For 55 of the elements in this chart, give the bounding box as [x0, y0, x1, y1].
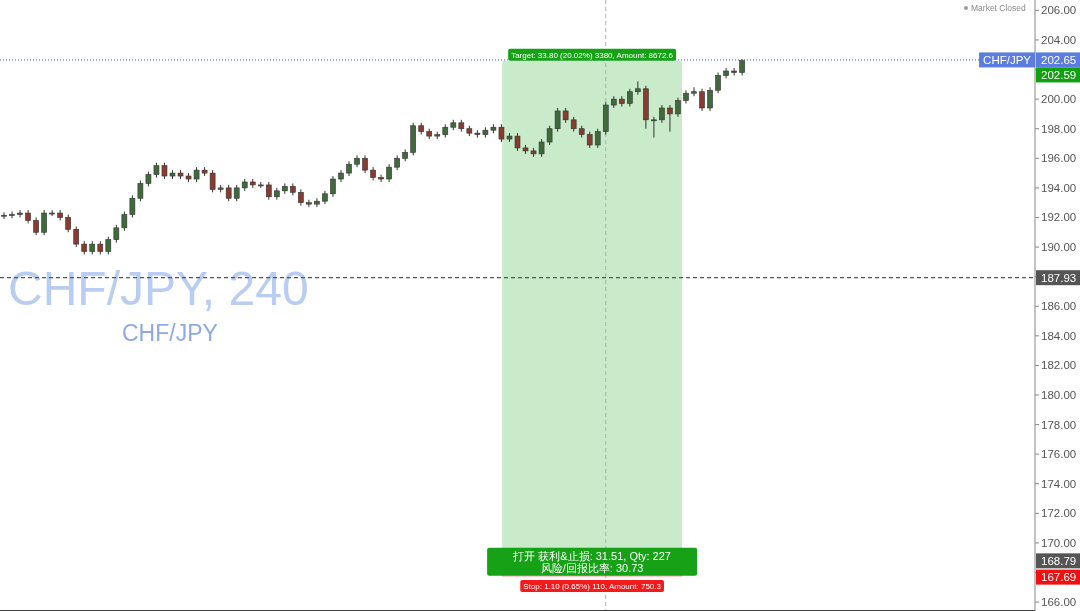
annotation: 167.69 — [1041, 571, 1077, 584]
ytick: 200.00 — [1041, 93, 1077, 106]
ytick: 170.00 — [1041, 536, 1077, 549]
candlestick — [314, 197, 320, 208]
candlestick — [675, 97, 681, 118]
ref-label: CHF/JPY — [979, 52, 1035, 68]
ytick: 172.00 — [1041, 507, 1077, 520]
candlestick — [667, 104, 673, 133]
title: CHF/JPY, 240 — [8, 262, 309, 315]
candlestick — [651, 116, 657, 139]
price-label: 168.79 — [1036, 553, 1080, 569]
candlestick — [73, 225, 80, 248]
candlestick — [378, 174, 384, 183]
label: Stop: 1.10 (0.65%) 110, Amount: 750.3 — [520, 580, 664, 593]
ytick: 180.00 — [1041, 389, 1077, 401]
ytick: 176.00 — [1041, 448, 1077, 461]
candlestick — [699, 88, 705, 112]
candlestick — [715, 71, 721, 94]
annotation: 168.79 — [1041, 554, 1077, 567]
ytick: 190.00 — [1041, 241, 1077, 254]
candlestick — [9, 211, 15, 219]
ytick: 206.00 — [1041, 4, 1077, 17]
ytick: 174.00 — [1041, 477, 1077, 490]
candlestick — [731, 67, 737, 76]
ref-line-label: CHF/JPY — [983, 53, 1032, 66]
subtitle: CHF/JPY — [122, 320, 218, 346]
candlestick — [683, 89, 689, 105]
candlestick — [330, 175, 336, 198]
price-label: 202.59 — [1036, 67, 1080, 83]
annotation: 风险/回报比率: 30.73 — [540, 562, 644, 575]
annotation: 187.93 — [1041, 271, 1077, 284]
annotation: 打开 获利&止损: 31.51, Qty: 227 — [512, 550, 671, 563]
candlestick — [306, 199, 312, 208]
ytick: 192.00 — [1041, 211, 1077, 224]
ytick: 186.00 — [1041, 300, 1077, 313]
annotation: 打开 获利&止损: 31.51, Qty: 227 风险/回报比率: 30.73 — [487, 547, 698, 576]
annotation: 202.65 — [1041, 53, 1077, 66]
ytick: 204.00 — [1041, 33, 1077, 46]
price-label: 202.65 — [1036, 52, 1080, 68]
ytick: 166.00 — [1041, 596, 1077, 609]
label: Target: 33.80 (20.02%) 3380, Amount: 8672.6 — [508, 48, 677, 61]
candlestick — [707, 86, 713, 112]
ytick: 184.00 — [1041, 329, 1077, 342]
candlestick — [17, 209, 23, 218]
candlestick — [41, 209, 47, 236]
price-label: 187.93 — [1036, 270, 1080, 286]
candlestick — [594, 128, 601, 149]
annotation: Market Closed — [971, 3, 1026, 13]
ytick: 182.00 — [1041, 359, 1077, 372]
ytick: 178.00 — [1041, 418, 1077, 431]
ytick: 194.00 — [1041, 181, 1077, 194]
candlestick — [691, 86, 697, 97]
ytick: 198.00 — [1041, 122, 1077, 135]
candlestick — [1, 211, 7, 220]
ytick: 196.00 — [1041, 152, 1077, 165]
